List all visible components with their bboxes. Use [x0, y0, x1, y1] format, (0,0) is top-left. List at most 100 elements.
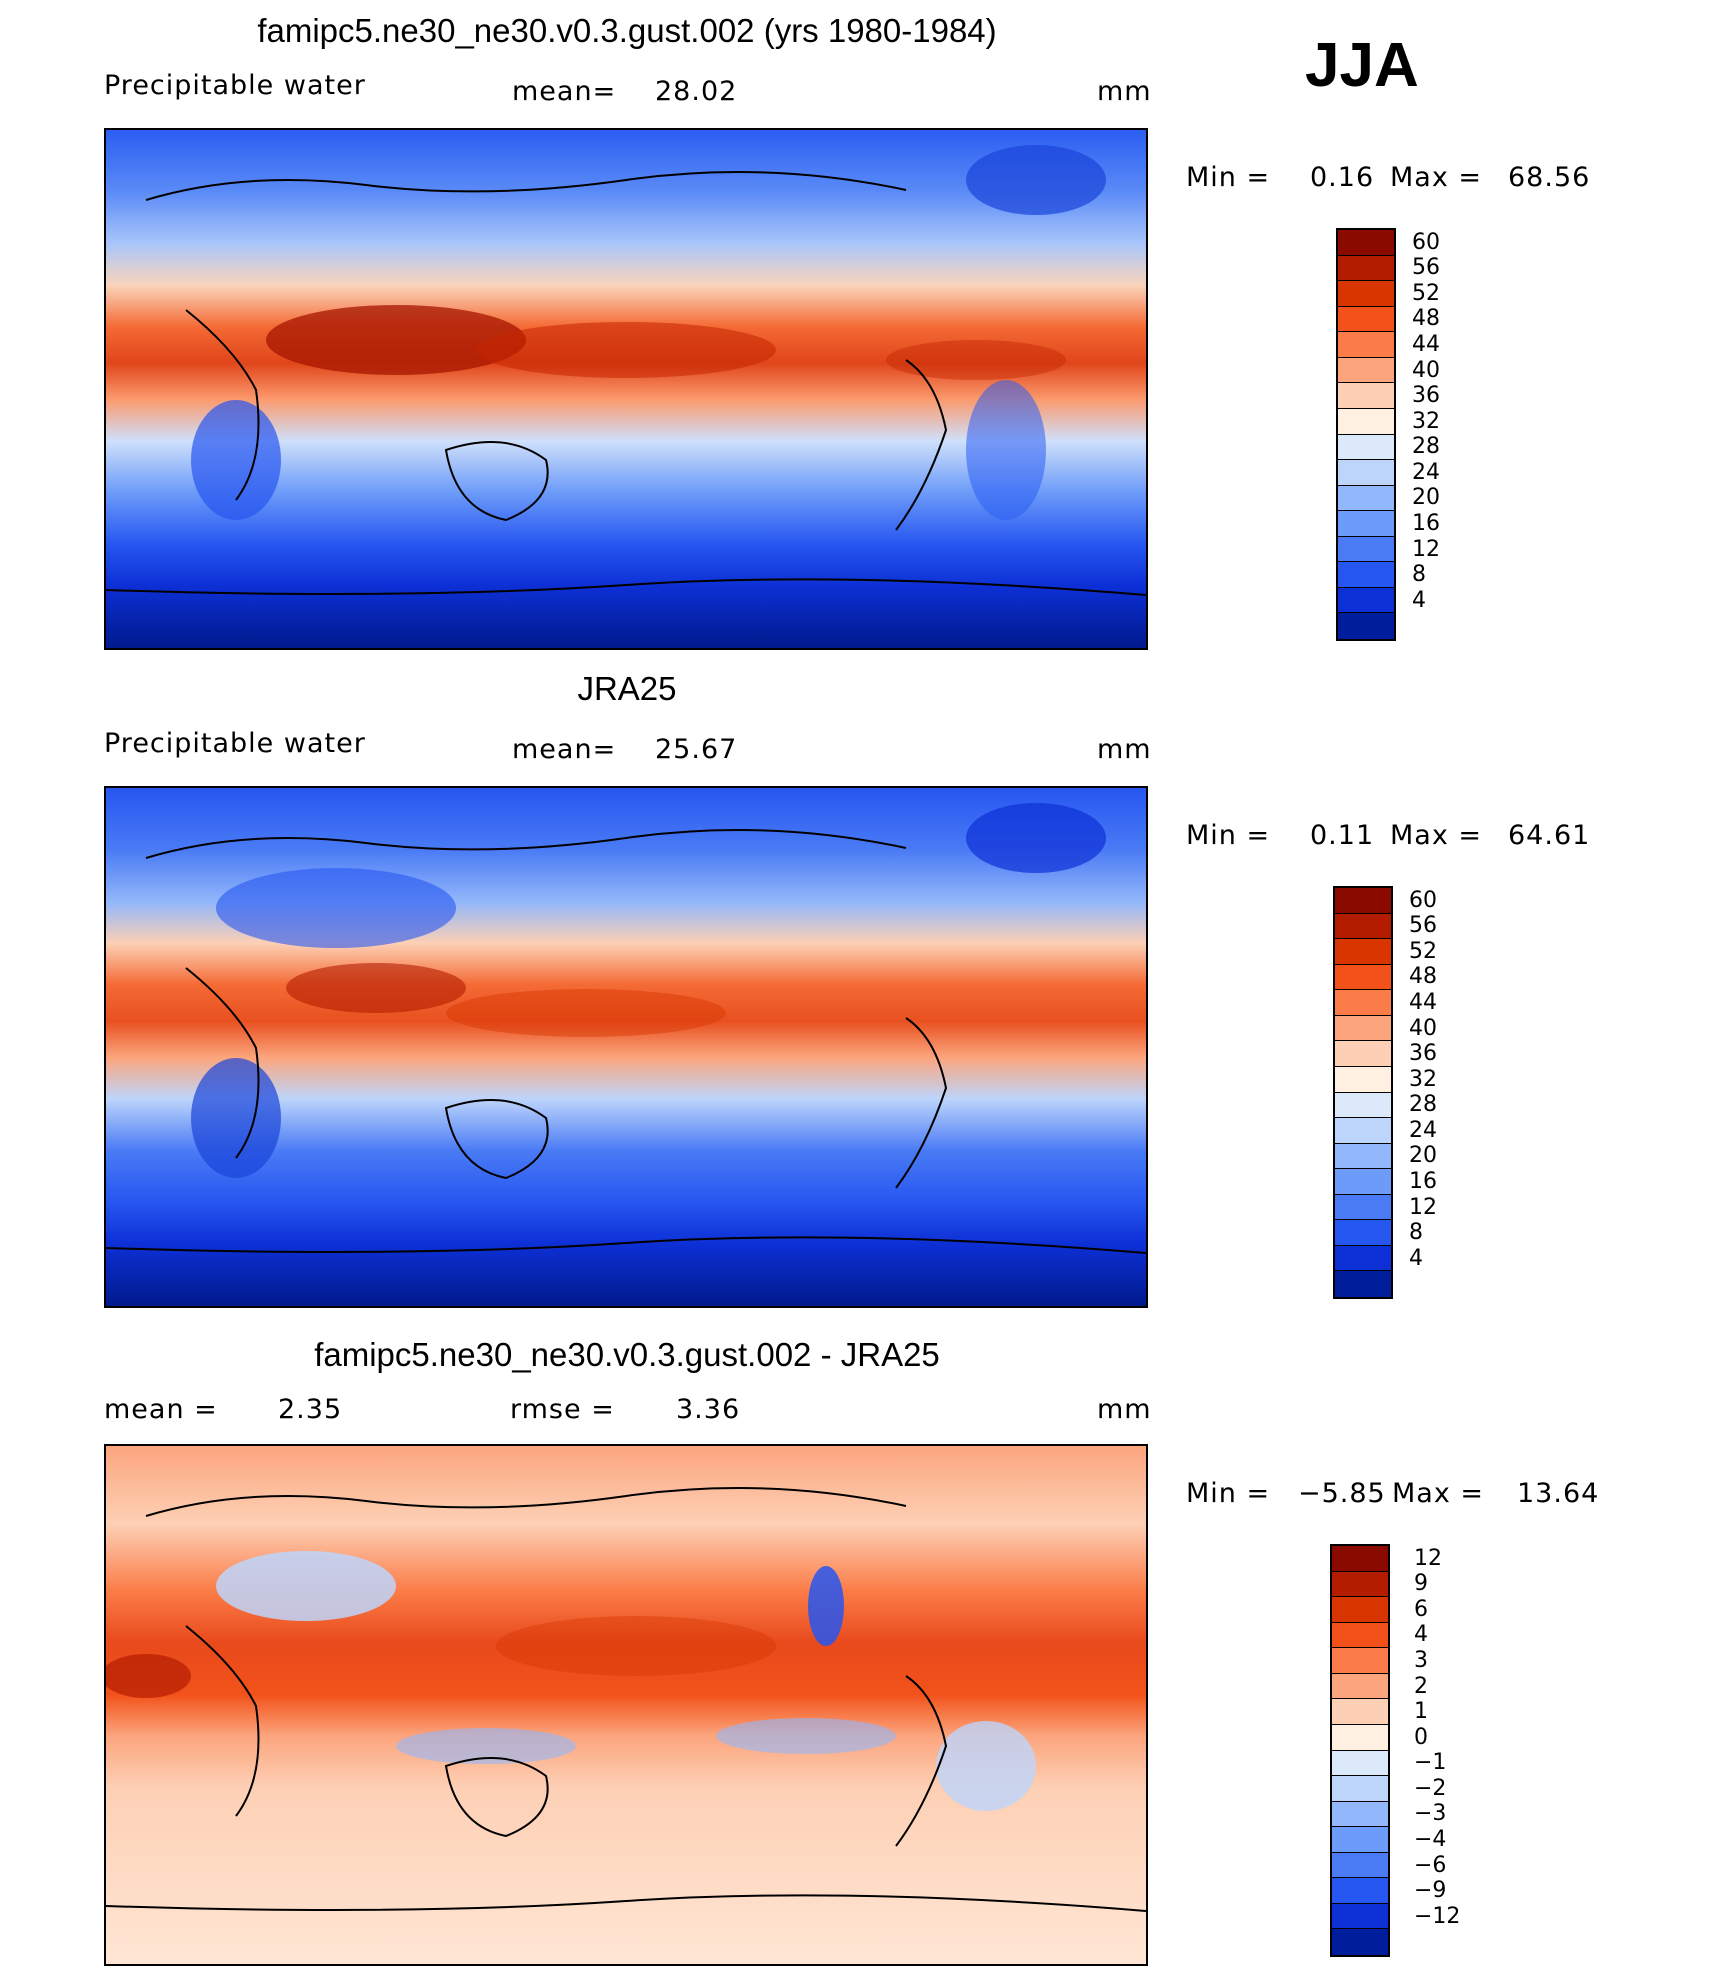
colorbar-swatch — [1335, 1220, 1391, 1246]
colorbar-tick-label: 52 — [1412, 280, 1440, 306]
colorbar-tick-label: 28 — [1409, 1092, 1437, 1118]
panel3-title: famipc5.ne30_ne30.v0.3.gust.002 - JRA25 — [314, 1336, 940, 1373]
colorbar-tick-label: 16 — [1409, 1168, 1437, 1194]
colorbar-swatch — [1335, 1092, 1391, 1119]
colorbar-tick-label: 48 — [1412, 306, 1440, 332]
panel3-colorbar — [1330, 1544, 1390, 1957]
colorbar-swatch — [1332, 1622, 1388, 1649]
colorbar-tick-label: 28 — [1412, 434, 1440, 460]
colorbar-swatch — [1338, 383, 1394, 409]
panel3-min-label: Min = — [1186, 1478, 1271, 1509]
panel1-mean-label: mean= — [512, 76, 617, 107]
panel3-field — [106, 1446, 1146, 1964]
colorbar-tick-label: 52 — [1409, 938, 1437, 964]
panel1-max-label: Max = — [1390, 162, 1483, 193]
colorbar-swatch — [1338, 536, 1394, 563]
colorbar-swatch — [1335, 1169, 1391, 1195]
colorbar-swatch — [1332, 1648, 1388, 1674]
colorbar-tick-label: −4 — [1414, 1826, 1447, 1852]
colorbar-tick-label: 60 — [1409, 887, 1437, 913]
panel1-max-value: 68.56 — [1508, 162, 1591, 193]
panel3-rmse-value: 3.36 — [676, 1394, 741, 1425]
colorbar-swatch — [1338, 613, 1394, 639]
colorbar-tick-label: 12 — [1409, 1194, 1437, 1220]
colorbar-tick-label: 4 — [1409, 1245, 1423, 1271]
panel3-min-value: −5.85 — [1298, 1478, 1386, 1509]
colorbar-tick-label: −1 — [1414, 1750, 1447, 1776]
panel2-min-label: Min = — [1186, 820, 1271, 851]
colorbar-tick-label: 32 — [1409, 1066, 1437, 1092]
colorbar-swatch — [1332, 1546, 1388, 1572]
colorbar-tick-label: −12 — [1414, 1903, 1461, 1929]
colorbar-tick-label: 12 — [1414, 1545, 1442, 1571]
panel3-mean-label: mean = — [104, 1394, 218, 1425]
colorbar-tick-label: 4 — [1412, 587, 1426, 613]
panel3-map — [104, 1444, 1148, 1966]
colorbar-tick-label: −2 — [1414, 1775, 1447, 1801]
panel2-min-value: 0.11 — [1310, 820, 1375, 851]
colorbar-tick-label: 20 — [1409, 1143, 1437, 1169]
colorbar-tick-label: 36 — [1409, 1041, 1437, 1067]
colorbar-swatch — [1338, 281, 1394, 307]
colorbar-swatch — [1332, 1673, 1388, 1700]
colorbar-tick-label: 56 — [1412, 255, 1440, 281]
panel2-max-value: 64.61 — [1508, 820, 1591, 851]
colorbar-tick-label: 24 — [1412, 459, 1440, 485]
colorbar-tick-label: −6 — [1414, 1852, 1447, 1878]
colorbar-swatch — [1335, 964, 1391, 991]
panel2-colorbar — [1333, 886, 1393, 1299]
panel3-rmse-label: rmse = — [510, 1394, 615, 1425]
colorbar-swatch — [1332, 1724, 1388, 1751]
colorbar-swatch — [1338, 434, 1394, 461]
colorbar-swatch — [1335, 1194, 1391, 1221]
colorbar-swatch — [1332, 1929, 1388, 1955]
panel1-min-label: Min = — [1186, 162, 1271, 193]
colorbar-tick-label: 24 — [1409, 1117, 1437, 1143]
panel3-mean-value: 2.35 — [278, 1394, 343, 1425]
panel1-field — [106, 130, 1146, 648]
colorbar-swatch — [1338, 562, 1394, 588]
colorbar-tick-label: 3 — [1414, 1648, 1428, 1674]
colorbar-tick-label: −3 — [1414, 1801, 1447, 1827]
colorbar-swatch — [1338, 587, 1394, 614]
panel2-max-label: Max = — [1390, 820, 1483, 851]
colorbar-swatch — [1335, 1271, 1391, 1297]
colorbar-swatch — [1338, 357, 1394, 384]
colorbar-swatch — [1332, 1852, 1388, 1879]
panel1-units: mm — [1097, 76, 1152, 107]
panel2-mean-label: mean= — [512, 734, 617, 765]
panel1-colorbar — [1336, 228, 1396, 641]
colorbar-swatch — [1338, 485, 1394, 512]
panel1-mean-value: 28.02 — [655, 76, 738, 107]
colorbar-swatch — [1332, 1801, 1388, 1828]
colorbar-tick-label: 48 — [1409, 964, 1437, 990]
colorbar-tick-label: 60 — [1412, 229, 1440, 255]
colorbar-swatch — [1335, 1041, 1391, 1067]
colorbar-tick-label: −9 — [1414, 1878, 1447, 1904]
colorbar-swatch — [1338, 511, 1394, 537]
colorbar-tick-label: 36 — [1412, 383, 1440, 409]
colorbar-tick-label: 0 — [1414, 1724, 1428, 1750]
colorbar-tick-label: 20 — [1412, 485, 1440, 511]
colorbar-swatch — [1332, 1750, 1388, 1777]
colorbar-tick-label: 9 — [1414, 1571, 1428, 1597]
colorbar-swatch — [1338, 332, 1394, 358]
panel3-max-value: 13.64 — [1517, 1478, 1600, 1509]
colorbar-swatch — [1335, 990, 1391, 1016]
colorbar-tick-label: 12 — [1412, 536, 1440, 562]
panel2-variable-label: Precipitable water — [104, 728, 366, 759]
colorbar-tick-label: 6 — [1414, 1596, 1428, 1622]
colorbar-swatch — [1338, 460, 1394, 486]
colorbar-tick-label: 2 — [1414, 1673, 1428, 1699]
colorbar-swatch — [1335, 939, 1391, 965]
colorbar-swatch — [1335, 888, 1391, 914]
colorbar-tick-label: 44 — [1409, 990, 1437, 1016]
panel2-field — [106, 788, 1146, 1306]
colorbar-swatch — [1332, 1903, 1388, 1930]
colorbar-tick-label: 8 — [1409, 1220, 1423, 1246]
panel2-units: mm — [1097, 734, 1152, 765]
panel1-map — [104, 128, 1148, 650]
colorbar-swatch — [1332, 1827, 1388, 1853]
panel3-units: mm — [1097, 1394, 1152, 1425]
colorbar-tick-label: 16 — [1412, 510, 1440, 536]
